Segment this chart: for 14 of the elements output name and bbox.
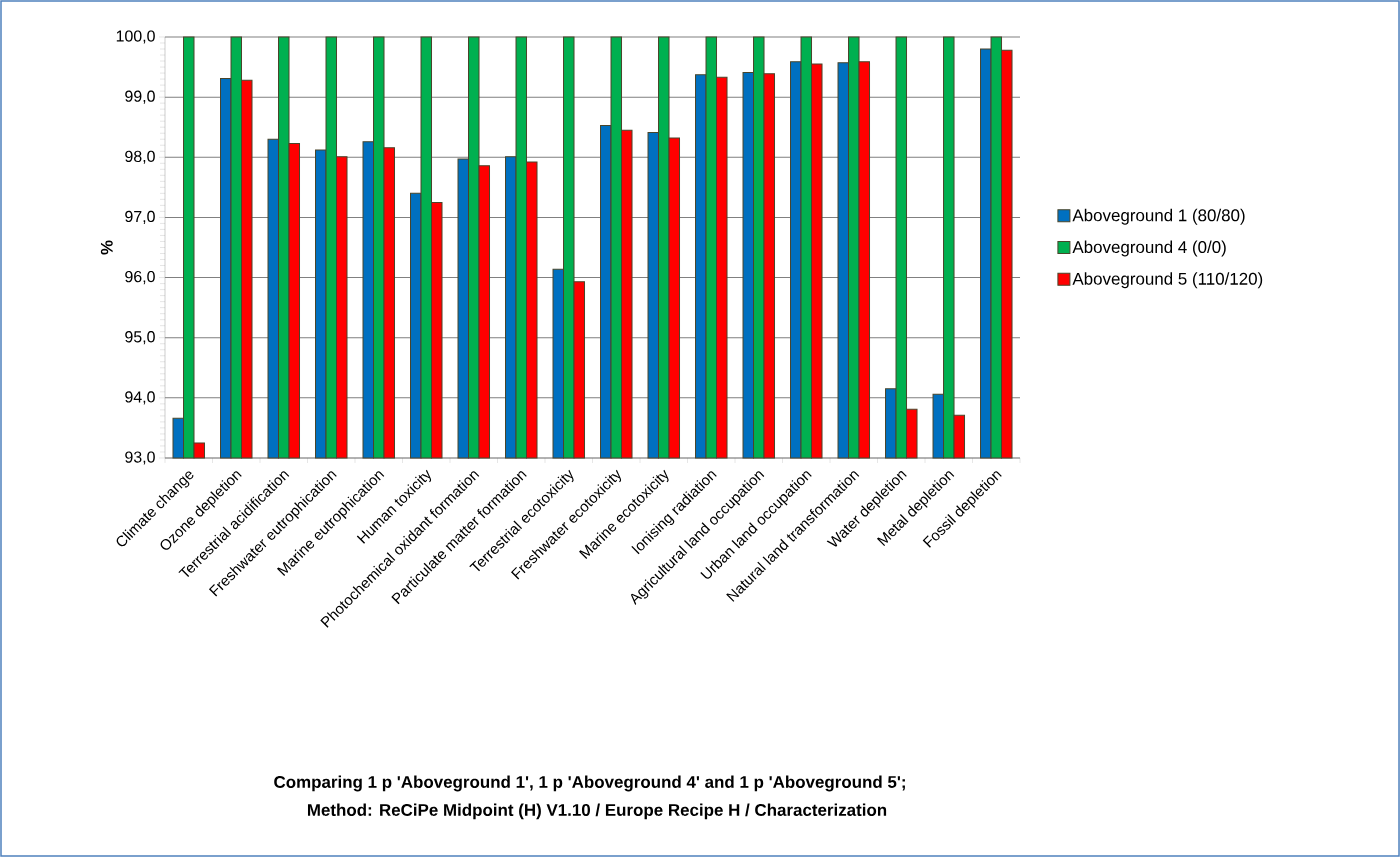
y-tick-label: 100,0	[116, 30, 155, 44]
legend-label: Aboveground 1 (80/80)	[1072, 208, 1245, 225]
text: Method: ReCiPe Midpoint (H) V1.10 / Europe Recipe H / Characterization	[307, 803, 887, 820]
legend-label: Aboveground 5 (110/120)	[1072, 272, 1263, 289]
y-tick-label: 95,0	[125, 331, 155, 345]
y-tick-label: 93,0	[125, 451, 155, 465]
y-tick-label: 96,0	[125, 270, 155, 285]
legend-label: Aboveground 4 (0/0)	[1072, 240, 1226, 257]
y-tick-label: 99,0	[125, 90, 155, 104]
y-tick-label: 97,0	[125, 210, 155, 224]
y-tick-label: 98,0	[125, 150, 155, 164]
text: Comparing 1 p 'Aboveground 1', 1 p 'Aboveground 4' and 1 p 'Aboveground 5';	[274, 775, 905, 792]
y-axis-title: %	[100, 240, 113, 255]
y-tick-label: 94,0	[125, 391, 155, 405]
